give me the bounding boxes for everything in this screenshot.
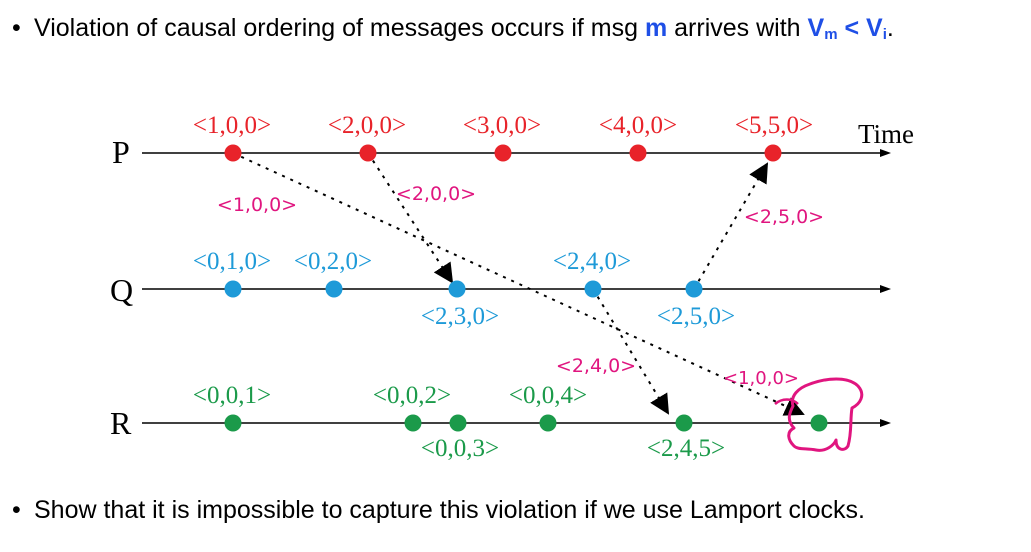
event-dot-r6 xyxy=(810,414,828,432)
event-dot-p4 xyxy=(629,144,647,162)
event-label-q5: <2,5,0> xyxy=(657,303,735,330)
event-dot-r3 xyxy=(449,414,467,432)
event-dot-p2 xyxy=(359,144,377,162)
message-q5-to-p5 xyxy=(693,162,769,290)
timeline-arrowhead-q xyxy=(880,285,891,293)
time-label: Time xyxy=(858,119,914,149)
bullet-lamport-question: • Show that it is impossible to capture t… xyxy=(12,496,865,525)
event-label-q4: <2,4,0> xyxy=(553,248,631,275)
timeline-arrowhead-r xyxy=(880,419,891,427)
event-dot-r1 xyxy=(224,414,242,432)
event-label-q2: <0,2,0> xyxy=(294,248,372,275)
event-dot-q1 xyxy=(224,280,242,298)
vm-symbol: Vm xyxy=(807,14,838,43)
event-label-p1: <1,0,0> xyxy=(193,112,271,139)
bullet-period: . xyxy=(886,14,894,42)
vi-symbol: Vi xyxy=(866,14,887,43)
message-label-q4: <2,4,0> xyxy=(556,355,636,377)
message-labels: <1,0,0> <2,0,0> <2,4,0> <2,5,0> xyxy=(217,183,824,377)
timeline-r: R xyxy=(110,405,891,441)
less-than: < xyxy=(837,14,867,42)
message-label-q5: <2,5,0> xyxy=(744,206,824,228)
message-q4-to-r5 xyxy=(592,288,670,415)
handwritten-label: <1,0,0> xyxy=(723,368,799,389)
bullet-text-b: arrives with xyxy=(667,14,808,42)
event-label-r5: <2,4,5> xyxy=(647,435,725,462)
r-events: <0,0,1> <0,0,2> <0,0,3> <0,0,4> <2,4,5> xyxy=(193,382,828,462)
process-label-r: R xyxy=(110,405,132,441)
message-p2-to-q3 xyxy=(367,152,454,284)
event-dot-q3 xyxy=(448,280,466,298)
event-label-p3: <3,0,0> xyxy=(463,112,541,139)
event-dot-q4 xyxy=(584,280,602,298)
message-label-p1: <1,0,0> xyxy=(217,194,297,216)
timeline-q: Q xyxy=(110,272,891,308)
message-p1-to-r xyxy=(232,152,805,416)
event-label-r2: <0,0,2> xyxy=(373,382,451,409)
event-label-q1: <0,1,0> xyxy=(193,248,271,275)
scribble-mark xyxy=(787,377,864,452)
message-label-p2: <2,0,0> xyxy=(396,183,476,205)
q-events: <0,1,0> <0,2,0> <2,3,0> <2,4,0> <2,5,0> xyxy=(193,248,735,330)
event-label-p4: <4,0,0> xyxy=(599,112,677,139)
event-dot-r4 xyxy=(539,414,557,432)
handwritten-annotation: <1,0,0> xyxy=(723,368,864,452)
bullet-marker: • xyxy=(12,14,21,42)
event-dot-p3 xyxy=(494,144,512,162)
event-dot-p5 xyxy=(764,144,782,162)
msg-m: m xyxy=(644,14,668,42)
event-dot-q2 xyxy=(325,280,343,298)
process-label-p: P xyxy=(112,134,130,170)
p-events: <1,0,0> <2,0,0> <3,0,0> <4,0,0> <5,5,0> xyxy=(193,112,813,162)
bullet-text-a: Violation of causal ordering of messages… xyxy=(34,14,645,42)
bullet-text: Show that it is impossible to capture th… xyxy=(34,496,865,524)
event-label-r3: <0,0,3> xyxy=(421,435,499,462)
timeline-arrowhead-p xyxy=(880,149,891,157)
bullet-marker: • xyxy=(12,496,21,524)
event-label-r1: <0,0,1> xyxy=(193,382,271,409)
event-label-p5: <5,5,0> xyxy=(735,112,813,139)
event-dot-r2 xyxy=(404,414,422,432)
messages xyxy=(232,152,805,416)
process-label-q: Q xyxy=(110,272,133,308)
event-dot-p1 xyxy=(224,144,242,162)
event-dot-q5 xyxy=(685,280,703,298)
scribble-hook xyxy=(774,398,799,405)
bullet-causal-violation: • Violation of causal ordering of message… xyxy=(12,14,894,43)
event-label-r4: <0,0,4> xyxy=(509,382,587,409)
timeline-p: P xyxy=(112,134,891,170)
event-label-p2: <2,0,0> xyxy=(328,112,406,139)
event-dot-r5 xyxy=(675,414,693,432)
event-label-q3: <2,3,0> xyxy=(421,303,499,330)
